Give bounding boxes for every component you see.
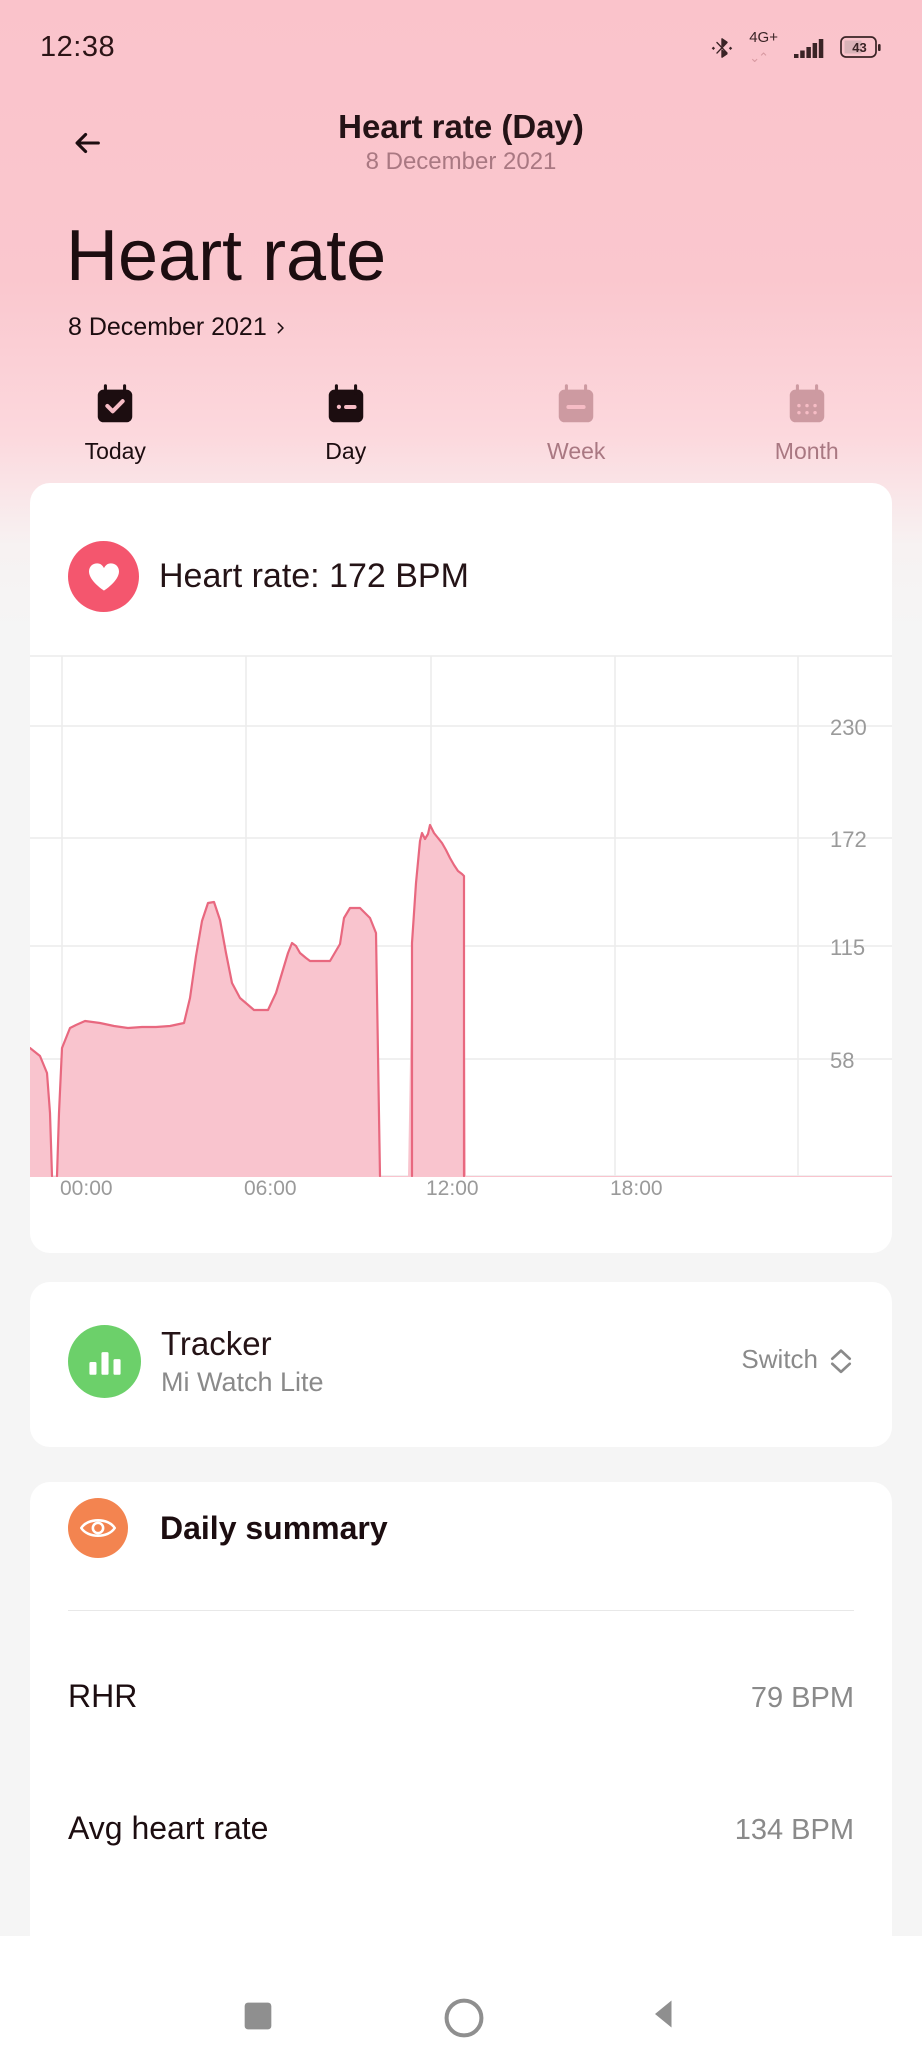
svg-text:115: 115: [830, 935, 865, 960]
svg-text:58: 58: [830, 1048, 854, 1073]
svg-text:230: 230: [830, 715, 867, 740]
svg-text:43: 43: [852, 40, 866, 55]
svg-text:172: 172: [830, 827, 867, 852]
